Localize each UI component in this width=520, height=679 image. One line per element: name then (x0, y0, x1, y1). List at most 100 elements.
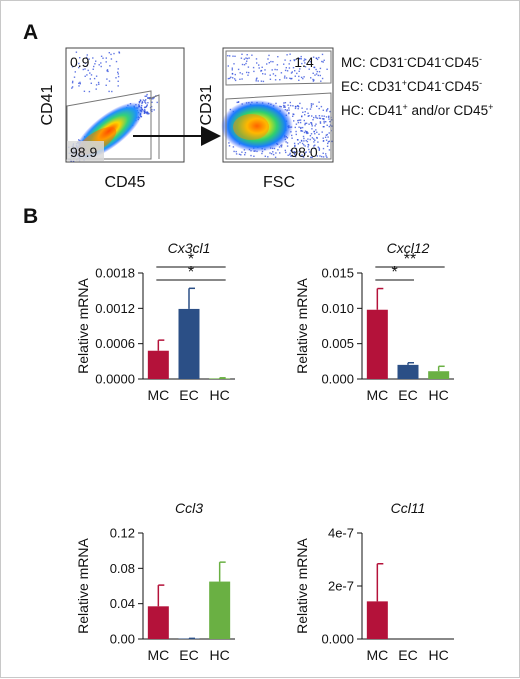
flow-event-dot (306, 140, 307, 141)
flow-event-dot (236, 151, 237, 152)
flow-event-dot (290, 60, 291, 61)
panel-a-letter: A (23, 21, 38, 44)
flow-event-dot (328, 118, 329, 119)
flow-event-dot (316, 73, 317, 74)
flow-event-dot (241, 58, 242, 59)
flow-event-dot (320, 123, 321, 124)
chart-title: Ccl11 (391, 500, 426, 516)
flow-plot-cd41-cd45: 0.9 98.9 CD45 CD41 (39, 48, 184, 191)
flow-event-dot (326, 157, 327, 158)
flow-event-dot (307, 132, 308, 133)
flow-event-dot (242, 73, 243, 74)
legend-marker: CD41 (368, 103, 403, 118)
flow-event-dot (143, 99, 144, 100)
flow-event-dot (323, 156, 324, 157)
flow-event-dot (304, 124, 305, 125)
flow-event-dot (256, 62, 257, 63)
flow-event-dot (271, 153, 272, 154)
y-axis-label: Relative mRNA (75, 278, 91, 374)
flow-event-dot (307, 138, 308, 139)
flow-event-dot (317, 141, 318, 142)
flow-event-dot (91, 83, 92, 84)
flow-event-dot (109, 80, 110, 81)
flow-event-dot (329, 149, 330, 150)
flow-event-dot (287, 142, 288, 143)
legend-marker: CD45 (445, 79, 480, 94)
x-category-label: MC (366, 387, 388, 403)
flow-plot-1-xlabel: CD45 (105, 174, 146, 191)
y-tick-label: 0.010 (321, 301, 354, 316)
bar-hc (209, 582, 230, 639)
flow-event-dot (295, 131, 296, 132)
flow-event-dot (306, 123, 307, 124)
flow-event-dot (118, 76, 119, 77)
flow-event-dot (300, 122, 301, 123)
y-tick-label: 0.12 (110, 526, 135, 541)
x-category-label: EC (179, 647, 198, 663)
flow-event-dot (106, 78, 107, 79)
flow-event-dot (326, 140, 327, 141)
legend-line: EC: CD31+CD41-CD45- (341, 78, 482, 94)
flow-event-dot (258, 80, 259, 81)
flow-event-dot (244, 59, 245, 60)
flow-event-dot (142, 102, 143, 103)
flow-event-dot (299, 142, 300, 143)
flow-event-dot (277, 64, 278, 65)
flow-event-dot (148, 97, 149, 98)
flow-event-dot (253, 71, 254, 72)
x-category-label: HC (210, 647, 230, 663)
flow-event-dot (273, 154, 274, 155)
flow-event-dot (323, 118, 324, 119)
flow-event-dot (325, 155, 326, 156)
flow-event-dot (311, 106, 312, 107)
flow-event-dot (319, 155, 320, 156)
flow-event-dot (283, 102, 284, 103)
flow-event-dot (284, 59, 285, 60)
flow-event-dot (95, 61, 96, 62)
legend-marker: and/or CD45 (408, 103, 488, 118)
flow-event-dot (288, 107, 289, 108)
flow-event-dot (312, 137, 313, 138)
flow-event-dot (106, 61, 107, 62)
cell-type-legend: MC: CD31-CD41-CD45-EC: CD31+CD41-CD45-HC… (341, 54, 493, 118)
flow-event-dot (319, 71, 320, 72)
flow-event-dot (297, 105, 298, 106)
flow-event-dot (306, 108, 307, 109)
x-category-label: MC (147, 647, 169, 663)
flow-event-dot (321, 115, 322, 116)
y-tick-label: 0.000 (321, 372, 354, 387)
flow-event-dot (232, 68, 233, 69)
legend-superscript: - (479, 54, 482, 64)
flow-event-dot (315, 115, 316, 116)
flow-event-dot (78, 83, 79, 84)
flow-event-dot (292, 105, 293, 106)
flow-event-dot (275, 79, 276, 80)
flow-event-dot (326, 109, 327, 110)
flow-event-dot (152, 98, 153, 99)
flow-event-dot (276, 69, 277, 70)
flow-event-dot (74, 77, 75, 78)
flow-event-dot (98, 84, 99, 85)
flow-event-dot (300, 119, 301, 120)
flow-event-dot (313, 80, 314, 81)
flow-event-dot (286, 54, 287, 55)
flow-event-dot (285, 152, 286, 153)
flow-event-dot (318, 102, 319, 103)
y-tick-label: 0.0012 (95, 301, 135, 316)
flow-event-dot (248, 66, 249, 67)
flow-event-dot (248, 72, 249, 73)
flow-event-dot (101, 56, 102, 57)
flow-event-dot (302, 130, 303, 131)
flow-event-dot (245, 57, 246, 58)
flow-event-dot (298, 108, 299, 109)
flow-event-dot (237, 102, 238, 103)
flow-event-dot (157, 102, 158, 103)
flow-event-dot (232, 56, 233, 57)
flow-event-dot (311, 103, 312, 104)
flow-event-dot (316, 58, 317, 59)
flow-event-dot (256, 78, 257, 79)
flow-event-dot (80, 83, 81, 84)
flow-event-dot (296, 134, 297, 135)
flow-event-dot (301, 130, 302, 131)
